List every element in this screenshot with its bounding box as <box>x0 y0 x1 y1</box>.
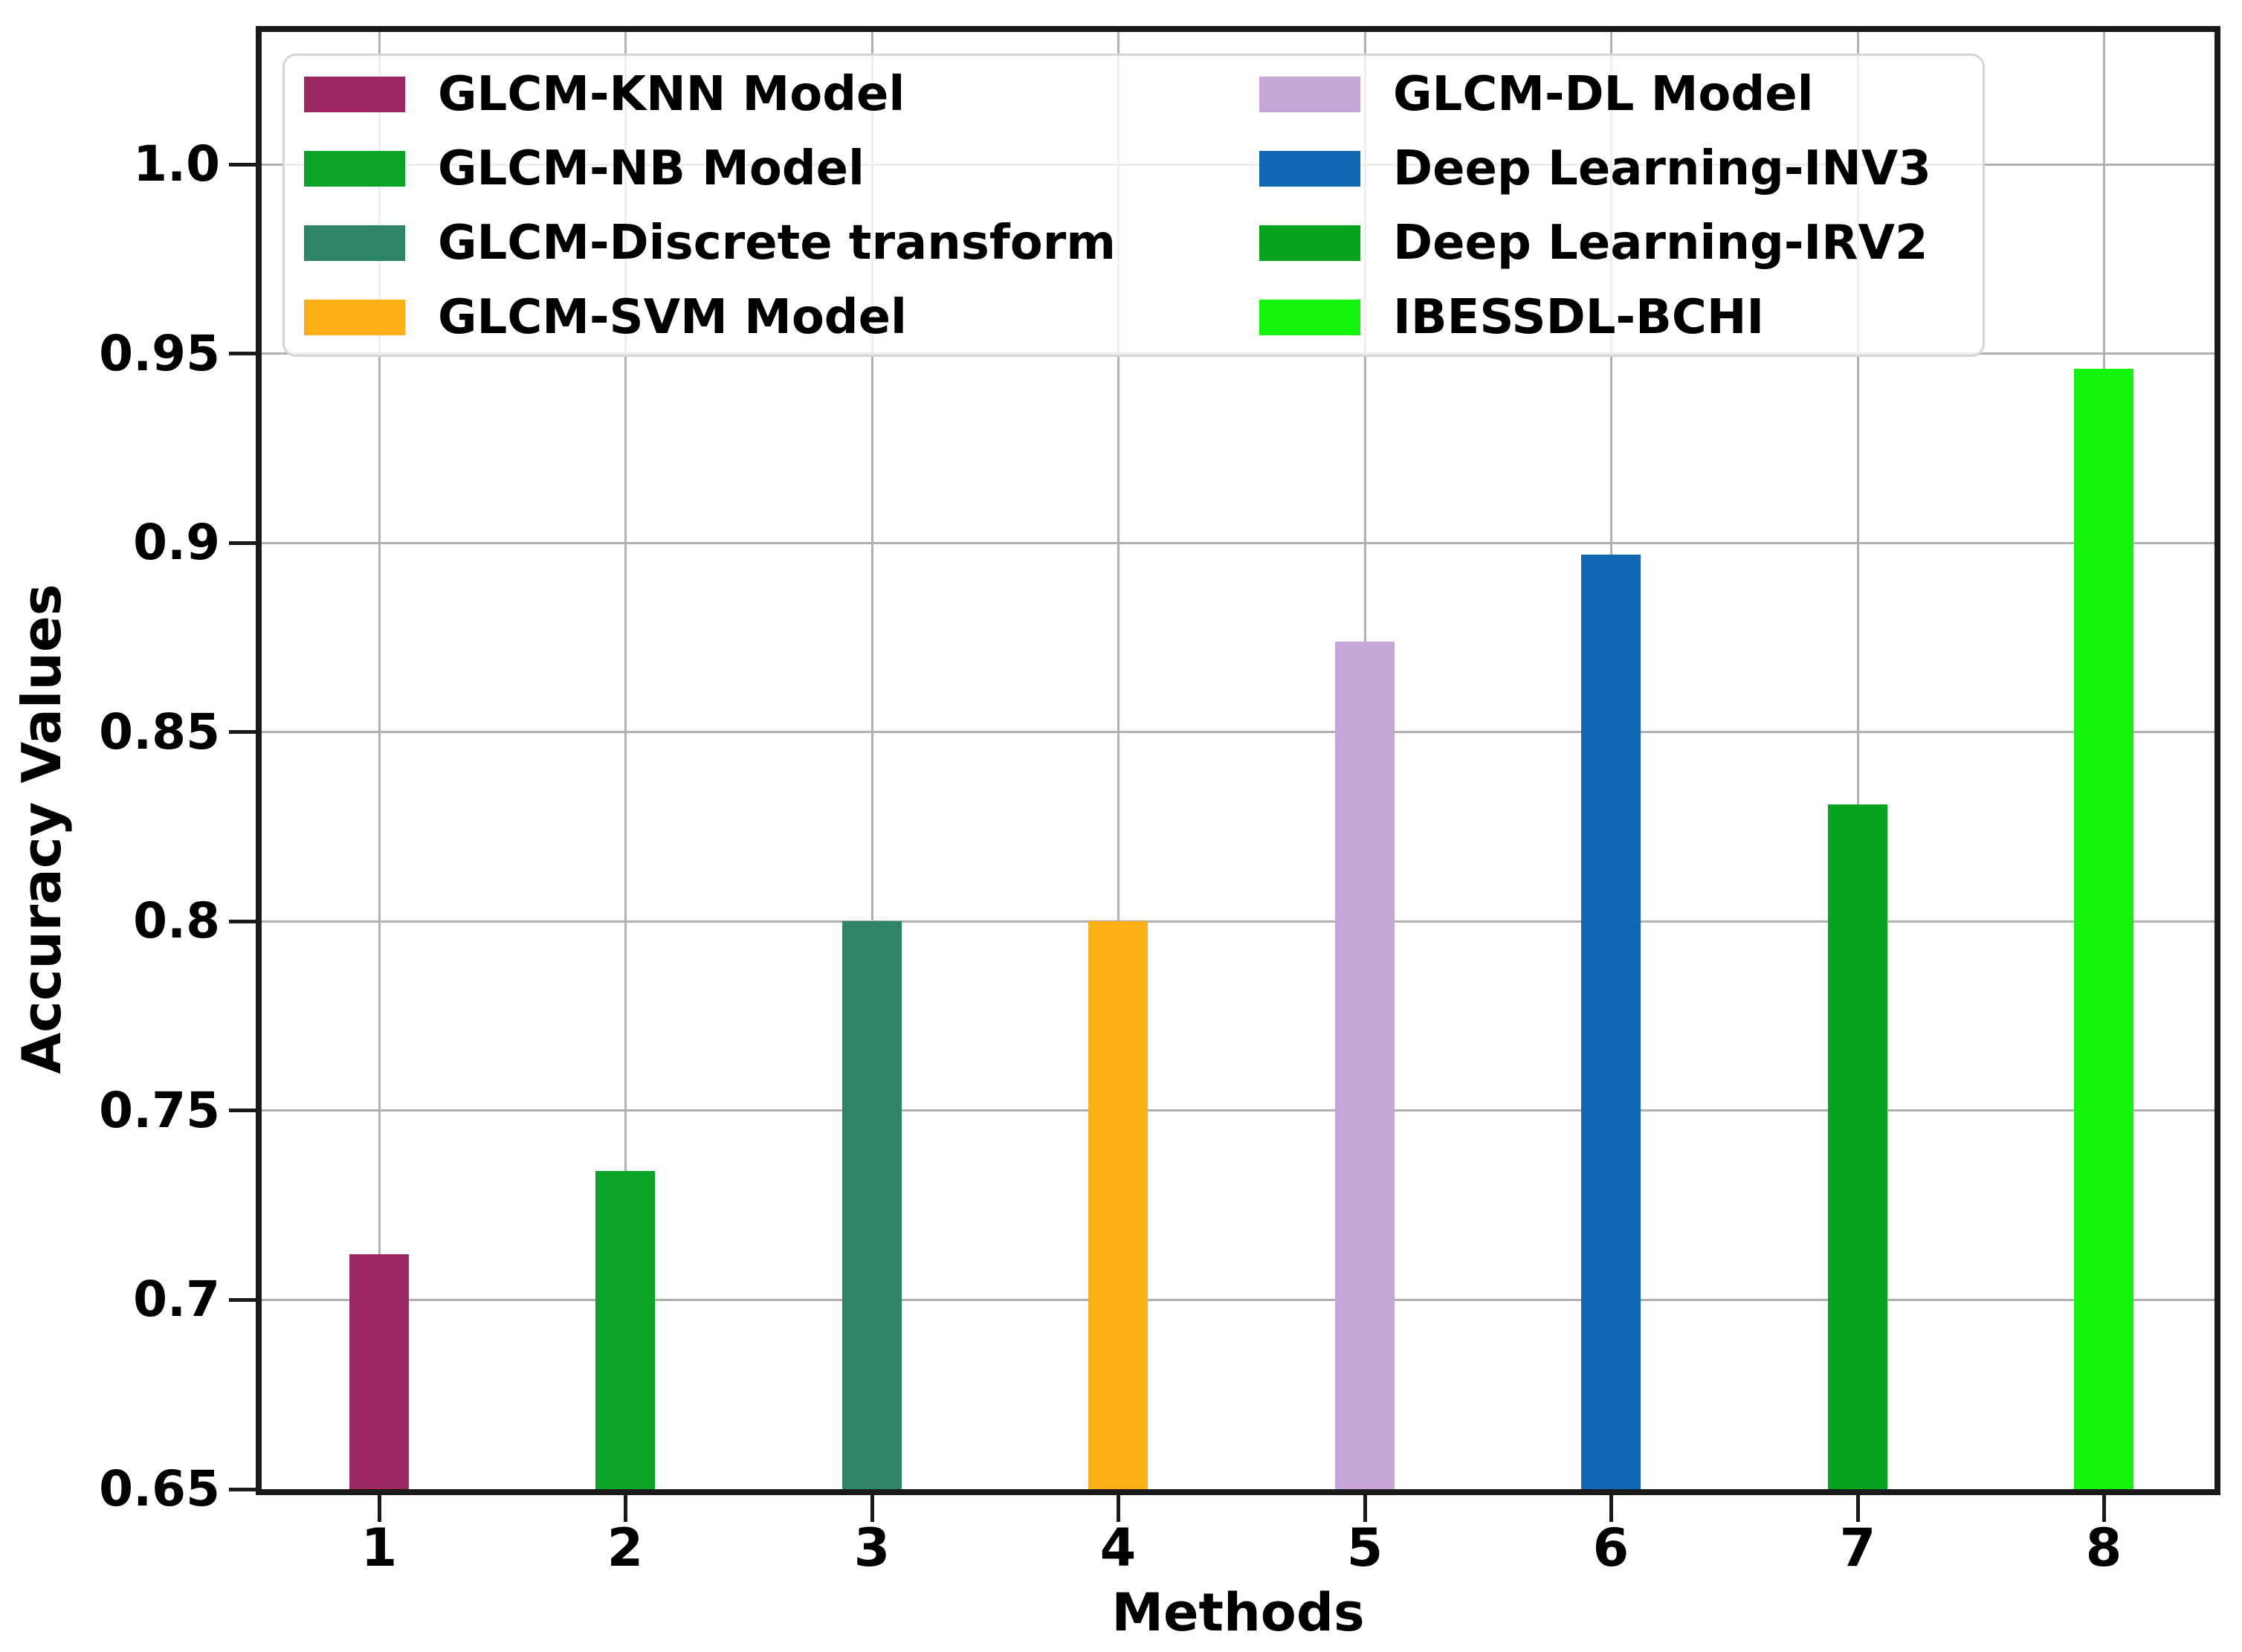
x-tick-label: 8 <box>2085 1517 2122 1578</box>
y-tick-label: 0.85 <box>99 703 220 761</box>
bar-6 <box>1581 555 1641 1489</box>
x-tick-mark <box>1609 1495 1613 1522</box>
legend: GLCM-KNN Model GLCM-NB Model GLCM-Discrete… <box>282 54 1985 357</box>
legend-label: Deep Learning-IRV2 <box>1393 216 1928 271</box>
bar-4 <box>1088 921 1148 1489</box>
legend-label: GLCM-DL Model <box>1393 67 1814 122</box>
y-tick-label: 0.75 <box>99 1081 220 1139</box>
legend-label: GLCM-Discrete transform <box>438 216 1116 271</box>
gridline-vertical <box>1856 32 1859 1489</box>
legend-item: GLCM-KNN Model <box>304 67 1259 122</box>
bar-8 <box>2074 369 2133 1489</box>
y-tick-label: 0.65 <box>99 1460 220 1517</box>
legend-label: IBESSDL-BCHI <box>1393 290 1765 345</box>
legend-swatch-icon <box>1259 300 1360 335</box>
x-tick-label: 6 <box>1592 1517 1629 1578</box>
y-tick-label: 0.7 <box>133 1271 220 1329</box>
legend-item: GLCM-SVM Model <box>304 290 1259 345</box>
y-axis-title: Accuracy Values <box>10 584 73 1074</box>
x-tick-mark <box>623 1495 627 1522</box>
bar-7 <box>1828 804 1887 1489</box>
legend-swatch-icon <box>304 77 405 112</box>
y-tick-label: 0.95 <box>99 324 220 382</box>
x-tick-label: 7 <box>1839 1517 1876 1578</box>
y-tick-mark <box>229 1109 256 1113</box>
legend-item: IBESSDL-BCHI <box>1259 290 1983 345</box>
gridline-horizontal <box>262 1298 2214 1301</box>
x-tick-mark <box>1363 1495 1367 1522</box>
x-tick-label: 1 <box>361 1517 398 1578</box>
legend-item: GLCM-DL Model <box>1259 67 1983 122</box>
gridline-horizontal <box>262 731 2214 734</box>
legend-item: GLCM-NB Model <box>304 141 1259 196</box>
y-tick-label: 1.0 <box>133 135 220 193</box>
gridline-vertical <box>1117 32 1120 1489</box>
x-tick-mark <box>1855 1495 1860 1522</box>
x-tick-mark <box>2102 1495 2106 1522</box>
gridline-vertical <box>870 32 873 1489</box>
y-tick-mark <box>229 352 256 356</box>
x-tick-mark <box>1116 1495 1120 1522</box>
legend-item: Deep Learning-IRV2 <box>1259 216 1983 271</box>
x-tick-label: 4 <box>1099 1517 1137 1578</box>
y-tick-mark <box>229 1487 256 1491</box>
legend-swatch-icon <box>304 225 405 261</box>
gridline-horizontal <box>262 920 2214 923</box>
bar-3 <box>842 921 902 1489</box>
bar-2 <box>595 1171 655 1489</box>
x-tick-label: 2 <box>607 1517 644 1578</box>
y-tick-mark <box>229 730 256 735</box>
gridline-vertical <box>378 32 381 1489</box>
gridline-horizontal <box>262 1109 2214 1112</box>
legend-swatch-icon <box>304 300 405 335</box>
legend-label: GLCM-KNN Model <box>438 67 905 122</box>
legend-swatch-icon <box>1259 151 1360 187</box>
legend-swatch-icon <box>304 151 405 187</box>
legend-swatch-icon <box>1259 77 1360 112</box>
y-tick-label: 0.9 <box>133 514 220 572</box>
y-tick-mark <box>229 919 256 923</box>
legend-label: Deep Learning-INV3 <box>1393 141 1931 196</box>
bar-5 <box>1335 642 1395 1489</box>
x-tick-label: 5 <box>1346 1517 1383 1578</box>
x-axis-title: Methods <box>1111 1582 1365 1643</box>
legend-item: GLCM-Discrete transform <box>304 216 1259 271</box>
legend-swatch-icon <box>1259 225 1360 261</box>
x-tick-mark <box>377 1495 381 1522</box>
y-tick-label: 0.8 <box>133 892 220 950</box>
y-tick-mark <box>229 541 256 545</box>
legend-label: GLCM-NB Model <box>438 141 865 196</box>
x-tick-mark <box>870 1495 874 1522</box>
gridline-horizontal <box>262 541 2214 544</box>
x-tick-label: 3 <box>853 1517 891 1578</box>
legend-label: GLCM-SVM Model <box>438 290 907 345</box>
y-tick-mark <box>229 1297 256 1302</box>
y-tick-mark <box>229 162 256 167</box>
legend-item: Deep Learning-INV3 <box>1259 141 1983 196</box>
gridline-vertical <box>624 32 627 1489</box>
bar-1 <box>349 1254 409 1489</box>
